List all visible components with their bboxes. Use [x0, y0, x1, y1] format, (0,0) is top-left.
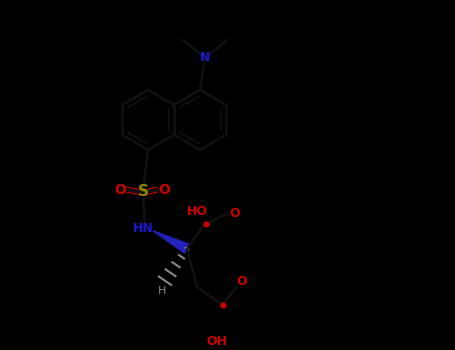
Text: O: O	[158, 183, 170, 197]
Text: HN: HN	[132, 222, 153, 235]
Text: S: S	[137, 184, 148, 199]
Text: O: O	[230, 207, 240, 220]
Text: HO: HO	[187, 205, 207, 218]
Text: O: O	[114, 183, 126, 197]
Text: OH: OH	[207, 335, 228, 348]
Text: O: O	[237, 275, 248, 288]
Text: H: H	[158, 286, 166, 296]
Text: N: N	[200, 51, 210, 64]
Polygon shape	[153, 231, 189, 253]
